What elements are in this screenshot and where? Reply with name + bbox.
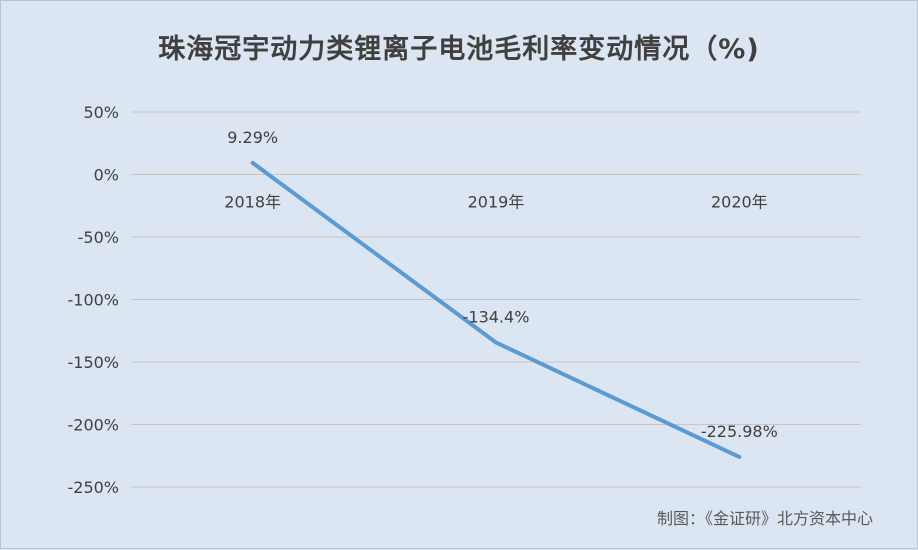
x-category-label: 2019年 — [468, 193, 525, 212]
data-label: -225.98% — [701, 422, 778, 441]
source-note: 制图：《金证研》北方资本中心 — [657, 505, 873, 529]
x-category-label: 2018年 — [224, 193, 281, 212]
data-label: -134.4% — [463, 308, 530, 327]
x-category-label: 2020年 — [711, 193, 768, 212]
y-tick-label: 50% — [83, 103, 119, 122]
y-tick-label: -50% — [78, 228, 119, 247]
y-tick-label: 0% — [94, 166, 119, 185]
y-tick-label: -150% — [67, 353, 119, 372]
y-tick-label: -200% — [67, 416, 119, 435]
data-label: 9.29% — [227, 128, 278, 147]
y-tick-label: -100% — [67, 291, 119, 310]
y-tick-label: -250% — [67, 478, 119, 497]
